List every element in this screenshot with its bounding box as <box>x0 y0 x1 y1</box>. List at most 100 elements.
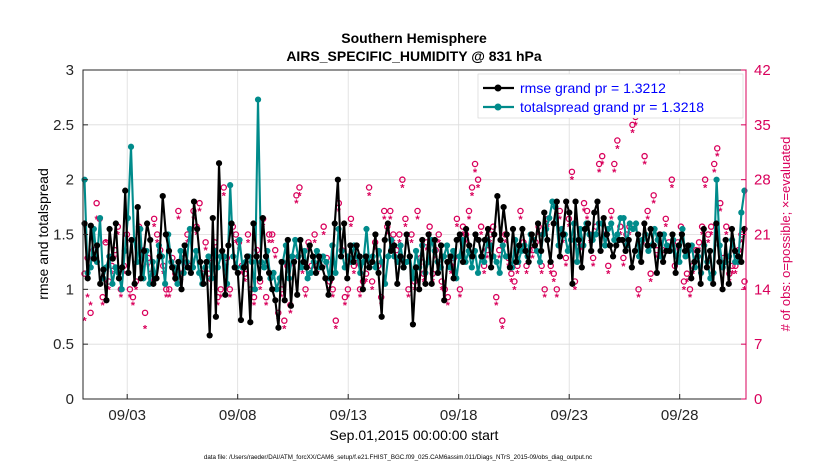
rmse-point <box>262 253 270 260</box>
rmse-point <box>412 264 420 271</box>
totalspread-point <box>127 143 135 150</box>
obs-evaluated-marker: * <box>388 214 393 226</box>
rmse-point <box>391 242 398 249</box>
obs-evaluated-marker: * <box>742 284 747 296</box>
rmse-point <box>697 280 704 287</box>
rmse-point <box>706 247 714 255</box>
totalspread-point <box>254 96 262 103</box>
rmse-point <box>206 332 213 339</box>
rmse-point <box>631 247 639 255</box>
y2-axis-label: # of obs: o=possible; ×=evaluated <box>778 137 793 332</box>
y-tick-label: 1.5 <box>53 227 74 244</box>
y2-tick-label: 0 <box>754 391 762 408</box>
obs-possible-marker <box>387 207 394 215</box>
obs-possible-marker <box>550 270 558 277</box>
rmse-point <box>450 275 457 282</box>
rmse-point <box>256 275 263 282</box>
rmse-point <box>588 247 595 255</box>
totalspread-point <box>112 264 119 271</box>
totalspread-point <box>682 253 689 260</box>
rmse-point <box>356 253 363 260</box>
rmse-point <box>441 297 448 304</box>
x-axis-label: Sep.01,2015 00:00:00 start <box>330 427 499 443</box>
rmse-point <box>156 253 163 260</box>
obs-evaluated-marker: * <box>370 284 375 296</box>
obs-possible-marker <box>396 231 403 238</box>
obs-evaluated-marker: * <box>400 183 405 195</box>
rmse-point <box>278 258 285 266</box>
rmse-point <box>359 286 366 293</box>
rmse-point <box>97 280 104 287</box>
totalspread-point <box>307 269 314 276</box>
obs-evaluated-marker: * <box>509 277 514 289</box>
obs-possible-marker <box>471 160 479 168</box>
totalspread-point <box>620 214 627 222</box>
obs-evaluated-marker: * <box>367 190 372 202</box>
obs-evaluated-marker: * <box>243 277 248 289</box>
totalspread-point <box>592 231 599 238</box>
totalspread-point <box>251 286 259 293</box>
obs-evaluated-marker: * <box>524 269 529 281</box>
rmse-point <box>312 269 320 276</box>
obs-possible-marker <box>614 137 621 144</box>
obs-evaluated-marker: * <box>564 261 569 273</box>
totalspread-point <box>601 242 609 249</box>
rmse-point <box>115 275 123 282</box>
rmse-point <box>522 247 529 255</box>
obs-possible-marker <box>568 168 576 176</box>
obs-evaluated-marker: * <box>712 167 717 179</box>
obs-evaluated-marker: * <box>128 292 133 304</box>
rmse-point <box>344 275 351 282</box>
rmse-point <box>722 236 729 244</box>
rmse-point <box>366 264 373 271</box>
totalspread-point <box>564 247 571 255</box>
totalspread-line <box>83 98 746 291</box>
obs-possible-marker <box>332 317 340 324</box>
obs-evaluated-marker: * <box>724 230 729 242</box>
rmse-point <box>244 253 251 260</box>
chart-title: Southern Hemisphere <box>341 30 487 46</box>
rmse-point <box>428 280 435 287</box>
rmse-point <box>675 242 682 249</box>
rmse-point <box>519 225 526 233</box>
obs-evaluated-marker: * <box>385 230 390 242</box>
rmse-point <box>497 236 504 244</box>
rmse-point <box>209 214 216 222</box>
totalspread-point <box>289 253 296 260</box>
rmse-point <box>325 291 332 298</box>
rmse-point <box>403 231 410 238</box>
rmse-point <box>494 193 501 200</box>
rmse-point <box>478 253 485 260</box>
rmse-point <box>481 236 488 244</box>
obs-evaluated-marker: * <box>630 128 635 140</box>
rmse-point <box>137 275 144 282</box>
rmse-point <box>131 280 138 287</box>
rmse-point <box>269 286 276 293</box>
rmse-point <box>628 264 635 271</box>
obs-evaluated-marker: * <box>101 300 106 312</box>
obs-possible-marker <box>320 223 327 230</box>
obs-evaluated-marker: * <box>346 292 351 304</box>
rmse-point <box>469 253 476 260</box>
y-tick-label: 2 <box>66 172 74 189</box>
series-layer: ****************************************… <box>81 96 748 339</box>
obs-possible-marker <box>271 246 279 254</box>
totalspread-point <box>608 220 615 227</box>
obs-evaluated-marker: * <box>82 316 87 328</box>
obs-evaluated-marker: * <box>609 214 614 226</box>
obs-possible-marker <box>641 152 648 160</box>
obs-evaluated-marker: * <box>143 324 148 336</box>
obs-possible-marker <box>644 207 651 215</box>
rmse-point <box>372 231 379 238</box>
totalspread-point <box>474 269 482 276</box>
obs-possible-marker <box>87 309 94 317</box>
legend: rmse grand pr = 1.3212 totalspread grand… <box>477 73 744 119</box>
rmse-point <box>287 302 295 309</box>
obs-evaluated-marker: * <box>703 183 708 195</box>
obs-possible-marker <box>217 286 224 293</box>
obs-evaluated-marker: * <box>119 292 124 304</box>
rmse-point <box>144 220 151 227</box>
obs-evaluated-marker: * <box>270 237 275 249</box>
rmse-point <box>162 231 169 238</box>
